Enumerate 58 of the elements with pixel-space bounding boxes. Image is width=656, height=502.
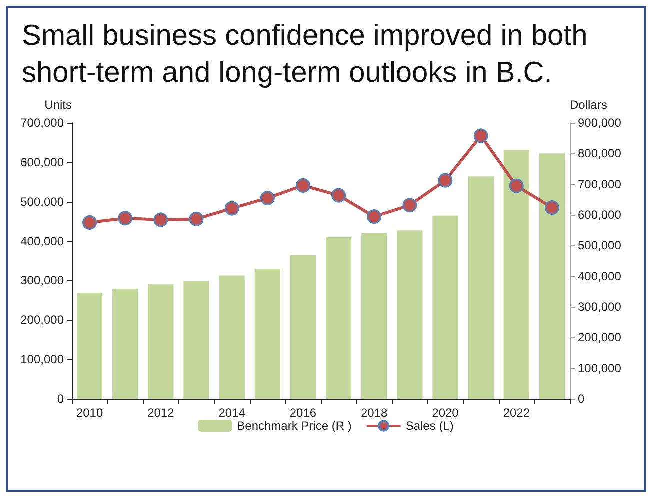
- bar: [539, 154, 566, 399]
- point: [260, 191, 275, 206]
- bar: [254, 268, 280, 399]
- bar: [112, 288, 138, 399]
- bar: [432, 216, 458, 399]
- y2-tick-label: 0: [578, 392, 585, 406]
- point: [332, 188, 346, 203]
- y2-tick-label: 100,000: [578, 361, 622, 376]
- point: [367, 210, 382, 224]
- y2-tick-label: 700,000: [578, 177, 622, 192]
- y2-tick-label: 400,000: [578, 269, 622, 284]
- x-tick-label: 2020: [432, 406, 460, 420]
- bar: [326, 237, 352, 399]
- y2-tick-label: 200,000: [578, 330, 622, 345]
- point: [154, 212, 168, 228]
- y2-tick-label: 300,000: [578, 300, 622, 314]
- y2-tick-label: 500,000: [578, 238, 622, 253]
- point: [82, 216, 98, 230]
- y2-axis-title: Dollars: [570, 98, 608, 112]
- y-tick-label: 700,000: [20, 116, 64, 130]
- y2-tick-label: 800,000: [578, 146, 622, 161]
- point: [296, 178, 310, 193]
- chart-title: Small business confidence improved in both short-term and long-term outlooks in B.C.: [22, 19, 589, 91]
- bar: [76, 292, 103, 399]
- point: [189, 212, 204, 226]
- bar: [148, 284, 174, 399]
- bar: [504, 150, 530, 399]
- y-tick-label: 600,000: [20, 155, 64, 170]
- x-tick-label: 2016: [290, 406, 317, 420]
- bar: [290, 255, 316, 399]
- y-tick-label: 300,000: [20, 274, 64, 288]
- y-tick-label: 200,000: [20, 313, 64, 328]
- x-tick-label: 2022: [503, 406, 530, 420]
- point: [118, 211, 133, 226]
- x-tick-label: 2014: [218, 406, 246, 420]
- y2-tick-label: 600,000: [578, 208, 622, 222]
- point: [224, 201, 240, 216]
- point: [474, 128, 488, 144]
- x-tick-label: 2012: [148, 406, 175, 420]
- y-tick-label: 400,000: [20, 234, 64, 248]
- point: [509, 178, 524, 194]
- x-tick-label: 2010: [76, 406, 104, 420]
- bar: [362, 233, 388, 399]
- point: [544, 200, 560, 216]
- legend-label: Benchmark Price (R ): [237, 419, 352, 433]
- y-tick-label: 100,000: [20, 352, 64, 367]
- y-tick-label: 0: [57, 392, 64, 406]
- bar: [184, 281, 210, 399]
- y-axis-title: Units: [44, 98, 72, 112]
- y2-tick-label: 900,000: [578, 116, 622, 130]
- point: [402, 198, 418, 213]
- bar: [468, 176, 494, 399]
- bar: [219, 276, 245, 399]
- x-tick-label: 2018: [361, 406, 388, 420]
- point: [438, 173, 453, 188]
- bar: [397, 230, 423, 399]
- y-tick-label: 500,000: [20, 194, 64, 209]
- legend-label: Sales (L): [406, 419, 454, 433]
